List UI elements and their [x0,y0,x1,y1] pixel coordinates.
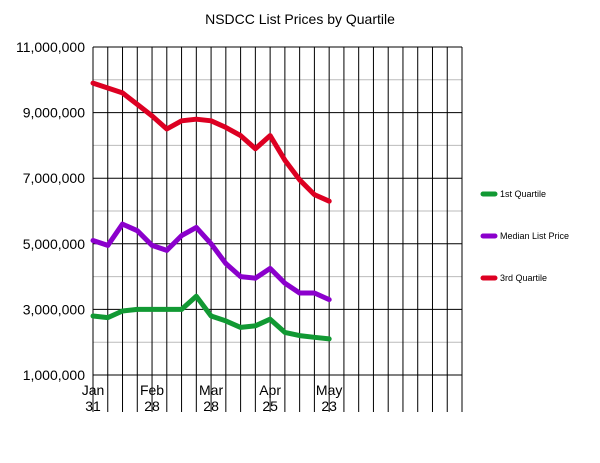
legend: 1st Quartile Median List Price 3rd Quartil… [480,189,569,283]
y-tick-label: 11,000,000 [16,39,85,55]
y-axis: 1,000,000 3,000,000 5,000,000 7,000,000 9,00… [16,39,85,383]
y-tick-label: 7,000,000 [23,170,85,186]
y-tick-label: 1,000,000 [23,367,85,383]
series-lines [90,80,332,342]
chart-title: NSDCC List Prices by Quartile [205,11,395,27]
series-line [90,221,332,303]
x-tick-day: 28 [144,398,160,414]
legend-label: 1st Quartile [500,189,546,199]
x-tick-month: Apr [259,382,281,398]
x-tick-month: May [316,382,342,398]
x-tick-month: Mar [199,382,223,398]
x-tick-day: 25 [262,398,278,414]
chart-grid [92,46,463,412]
legend-label: 3rd Quartile [500,273,547,283]
x-tick-day: 23 [321,398,337,414]
series-line [90,293,332,342]
x-tick-day: 28 [203,398,219,414]
y-tick-label: 9,000,000 [23,105,85,121]
legend-label: Median List Price [500,231,569,241]
y-tick-label: 3,000,000 [23,301,85,317]
y-tick-label: 5,000,000 [23,236,85,252]
x-tick-month: Feb [140,382,164,398]
x-tick-month: Jan [82,382,105,398]
series-line [90,80,332,204]
x-tick-day: 31 [85,398,101,414]
